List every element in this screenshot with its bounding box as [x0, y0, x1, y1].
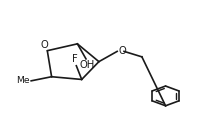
Text: Me: Me — [17, 76, 30, 85]
Text: F: F — [72, 54, 78, 64]
Text: OH: OH — [80, 60, 95, 70]
Text: O: O — [41, 40, 48, 50]
Text: O: O — [118, 46, 126, 56]
